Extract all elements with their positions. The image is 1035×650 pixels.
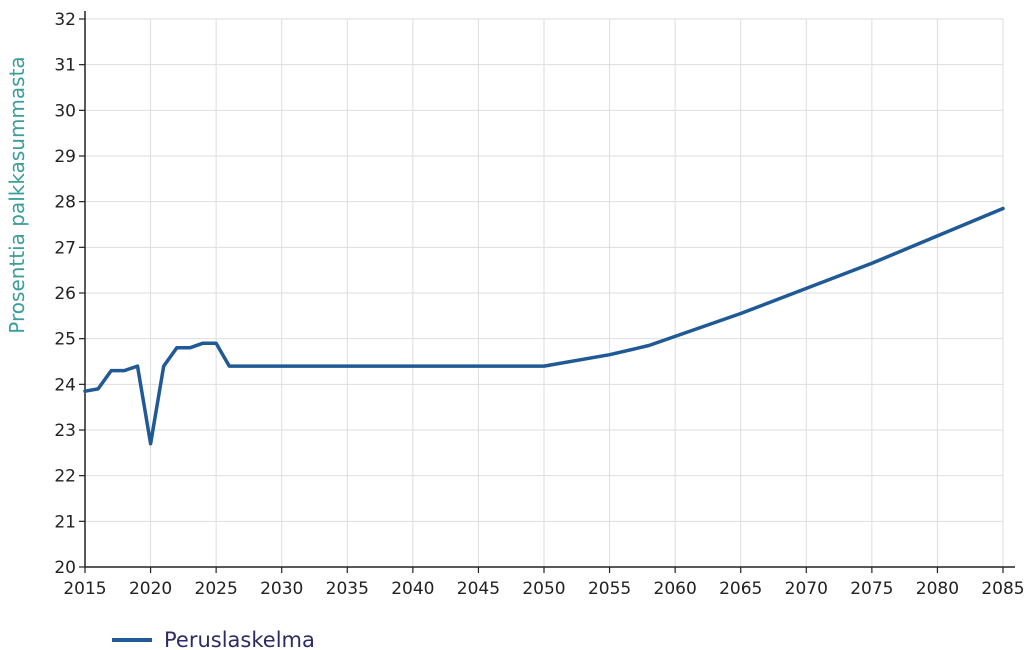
x-tick-label: 2065 [719, 579, 762, 599]
y-axis-label: Prosenttia palkkasummasta [5, 56, 29, 333]
x-tick-label: 2045 [457, 579, 500, 599]
axes [79, 11, 1015, 573]
x-tick-label: 2025 [195, 579, 238, 599]
x-tick-label: 2035 [326, 579, 369, 599]
x-tick-label: 2080 [916, 579, 959, 599]
x-tick-label: 2055 [588, 579, 631, 599]
y-tick-label: 28 [54, 193, 76, 213]
y-tick-label: 26 [54, 284, 76, 304]
series-lines [83, 206, 1005, 446]
x-tick-label: 2075 [850, 579, 893, 599]
x-tick-label: 2040 [391, 579, 434, 599]
series-line-peruslaskelma [83, 206, 1005, 446]
x-tick-label: 2050 [522, 579, 565, 599]
y-tick-label: 32 [54, 10, 76, 30]
x-tick-labels: 2015 2020 2025 2030 2035 2040 2045 2050 2055 2060… [63, 579, 1024, 599]
x-tick-label: 2070 [785, 579, 828, 599]
y-tick-label: 23 [54, 421, 76, 441]
y-tick-label: 22 [54, 467, 76, 487]
x-tick-label: 2015 [63, 579, 106, 599]
legend-label-peruslaskelma: Peruslaskelma [164, 628, 315, 650]
y-tick-label: 24 [54, 375, 76, 395]
y-tick-label: 20 [54, 558, 76, 578]
x-tick-label: 2030 [260, 579, 303, 599]
y-tick-label: 30 [54, 101, 76, 121]
y-tick-label: 27 [54, 238, 76, 258]
x-tick-label: 2085 [981, 579, 1024, 599]
x-tick-label: 2060 [654, 579, 697, 599]
y-tick-labels: 20 21 22 23 24 25 26 27 28 29 30 31 32 [54, 10, 76, 578]
gridlines [85, 18, 1004, 567]
legend: Peruslaskelma [112, 628, 315, 650]
y-tick-label: 25 [54, 330, 76, 350]
x-tick-label: 2020 [129, 579, 172, 599]
y-tick-label: 21 [54, 512, 76, 532]
y-tick-label: 29 [54, 147, 76, 167]
y-tick-label: 31 [54, 56, 76, 76]
